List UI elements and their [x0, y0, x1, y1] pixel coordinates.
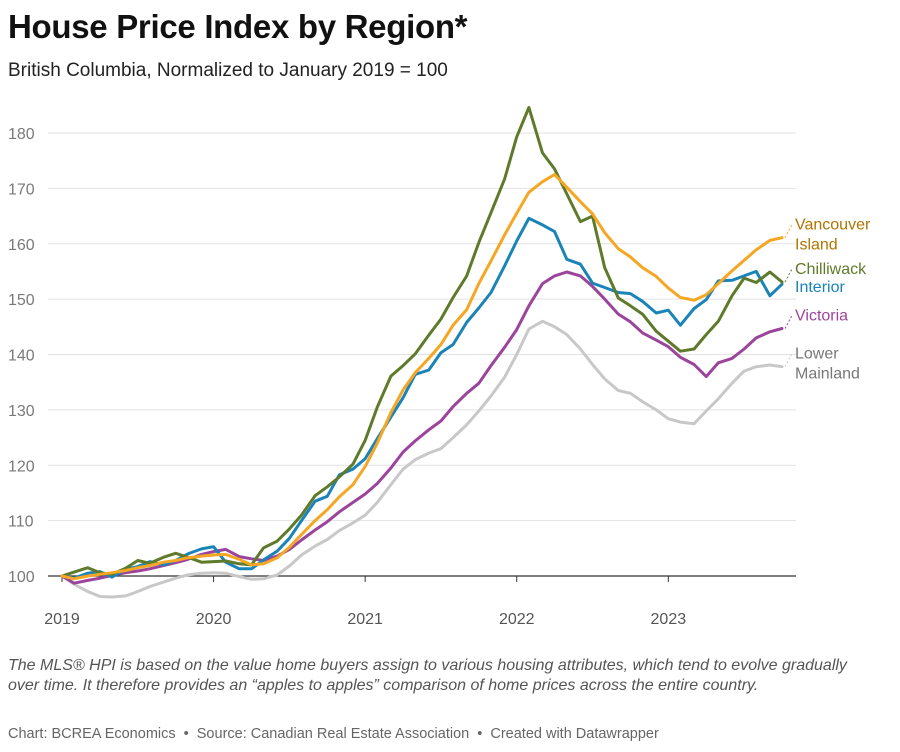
series-line-victoria: [60, 270, 784, 585]
y-tick-label: 160: [8, 237, 35, 254]
chart-credit: Chart: BCREA Economics • Source: Canadia…: [8, 726, 659, 742]
line-chart: 100 110 120 130 140 150 160 170 180 2019 2020 2021…: [8, 106, 871, 628]
series-line-chilliwack: [60, 106, 784, 578]
credit-source: Source: Canadian Real Estate Association: [196, 726, 470, 742]
series-line-interior: [60, 216, 784, 580]
x-axis: 2019 2020 2021 2022 2023: [44, 576, 686, 628]
credit-separator: •: [477, 726, 483, 742]
y-tick-label: 110: [8, 514, 34, 531]
y-axis-tick-labels: 100 110 120 130 140 150 160 170 180: [8, 126, 35, 586]
chart-subtitle: British Columbia, Normalized to January …: [8, 60, 448, 81]
y-tick-label: 140: [8, 348, 35, 365]
credit-chart: Chart: BCREA Economics: [8, 726, 176, 742]
series-label-lower-mainland: Lower Mainland: [795, 346, 860, 383]
x-tick-label: 2022: [499, 611, 535, 628]
credit-separator: •: [183, 726, 189, 742]
label-leader: [784, 224, 793, 238]
series-label-interior: Interior: [795, 279, 845, 296]
y-tick-label: 180: [8, 126, 35, 143]
y-tick-label: 150: [8, 292, 35, 309]
x-tick-label: 2021: [347, 611, 383, 628]
x-tick-label: 2019: [44, 611, 80, 628]
series-line-lower-mainland: [60, 319, 784, 599]
label-leader: [784, 268, 793, 283]
label-leader: [784, 315, 793, 329]
y-tick-label: 100: [8, 569, 35, 586]
gridlines: [48, 132, 796, 577]
y-tick-label: 130: [8, 403, 35, 420]
series-label-victoria: Victoria: [795, 307, 848, 324]
series-lines: [60, 106, 784, 599]
credit-tool: Created with Datawrapper: [490, 726, 659, 742]
label-leader: [784, 353, 793, 367]
x-tick-label: 2020: [196, 611, 232, 628]
x-tick-label: 2023: [651, 611, 687, 628]
series-line-vancouver-island: [60, 173, 784, 581]
chart-title: House Price Index by Region*: [8, 8, 468, 45]
y-tick-label: 120: [8, 458, 35, 475]
series-label-chilliwack: Chilliwack: [795, 261, 867, 278]
chart-notes: The MLS® HPI is based on the value home …: [8, 657, 847, 694]
series-label-vancouver-island: Vancouver Island: [795, 217, 871, 254]
y-tick-label: 170: [8, 181, 35, 198]
